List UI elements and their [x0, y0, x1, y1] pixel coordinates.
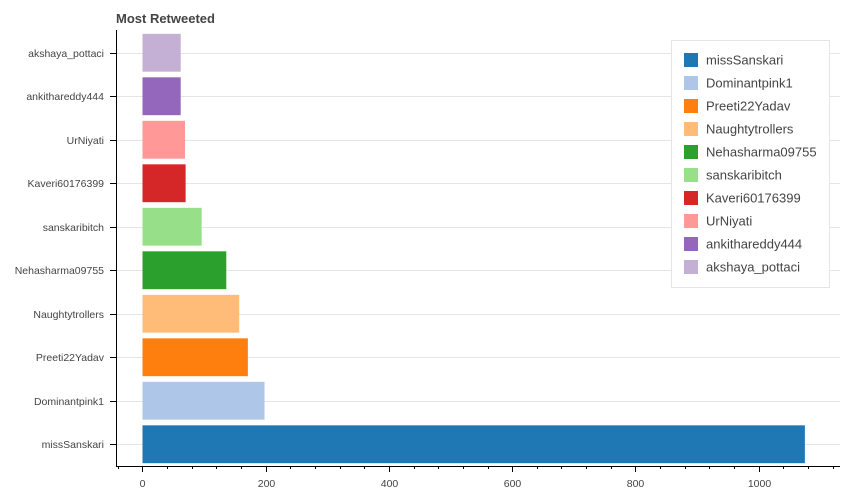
- y-tick-label: Kaveri60176399: [28, 178, 105, 190]
- legend-label: Dominantpink1: [706, 76, 793, 91]
- y-tick-label: sanskaribitch: [43, 222, 104, 234]
- legend-swatch: [684, 191, 698, 205]
- legend-label: missSanskari: [706, 53, 783, 68]
- legend-label: ankithareddy444: [706, 237, 802, 252]
- y-tick-label: Preeti22Yadav: [36, 352, 105, 364]
- legend-swatch: [684, 99, 698, 113]
- x-tick-label: 400: [381, 478, 399, 490]
- legend-swatch: [684, 53, 698, 67]
- y-tick-label: Dominantpink1: [34, 396, 104, 408]
- x-tick-label: 800: [627, 478, 645, 490]
- chart-title: Most Retweeted: [116, 11, 215, 26]
- axes: missSanskari Dominantpink1 Preeti22Yadav Na…: [15, 30, 840, 490]
- legend-label: Naughtytrollers: [706, 122, 794, 137]
- legend-label: UrNiyati: [706, 214, 752, 229]
- y-tick-label: akshaya_pottaci: [28, 48, 104, 60]
- y-tick-label: missSanskari: [42, 439, 104, 451]
- legend-swatch: [684, 168, 698, 182]
- legend-label: Preeti22Yadav: [706, 99, 791, 114]
- legend-swatch: [684, 76, 698, 90]
- legend-swatch: [684, 122, 698, 136]
- x-tick-label: 0: [140, 478, 146, 490]
- y-tick-label: UrNiyati: [67, 135, 104, 147]
- bar-Preeti22Yadav: [142, 338, 248, 377]
- x-tick-label: 1000: [748, 478, 772, 490]
- bars: [142, 33, 805, 464]
- x-tick-label: 200: [258, 478, 276, 490]
- y-tick-label: Nehasharma09755: [15, 265, 104, 277]
- bar-UrNiyati: [142, 120, 186, 159]
- bar-akshaya_pottaci: [142, 33, 181, 72]
- legend-label: Nehasharma09755: [706, 145, 817, 160]
- legend-swatch: [684, 260, 698, 274]
- legend-label: akshaya_pottaci: [706, 260, 800, 275]
- bar-Naughtytrollers: [142, 294, 240, 333]
- y-tick-label: ankithareddy444: [26, 91, 104, 103]
- legend-swatch: [684, 214, 698, 228]
- legend-label: Kaveri60176399: [706, 191, 801, 206]
- legend: missSanskari Dominantpink1 Preeti22Yadav Na…: [671, 40, 830, 288]
- bar-Dominantpink1: [142, 381, 265, 420]
- bar-Nehasharma09755: [142, 251, 227, 290]
- y-tick-label: Naughtytrollers: [33, 309, 104, 321]
- legend-label: sanskaribitch: [706, 168, 782, 183]
- legend-swatch: [684, 237, 698, 251]
- x-tick-label: 600: [504, 478, 522, 490]
- bar-ankithareddy444: [142, 77, 181, 116]
- bar-missSanskari: [142, 425, 805, 464]
- legend-swatch: [684, 145, 698, 159]
- bar-sanskaribitch: [142, 207, 202, 246]
- bar-Kaveri60176399: [142, 164, 186, 203]
